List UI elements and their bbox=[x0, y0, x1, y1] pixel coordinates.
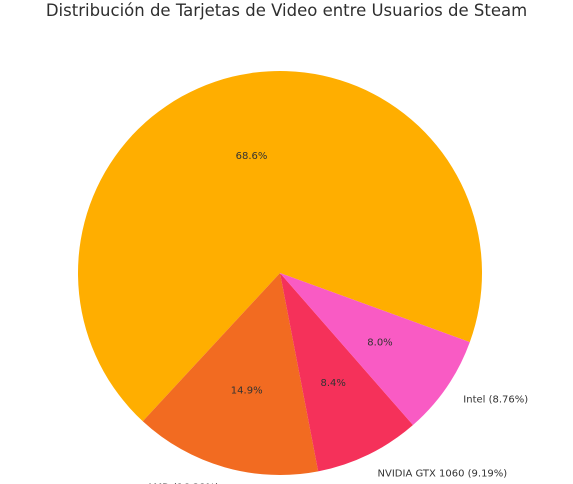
slice-percent-label: 68.6% bbox=[236, 151, 268, 162]
slice-category-label: Intel (8.76%) bbox=[463, 395, 528, 406]
slice-category-label: NVIDIA GTX 1060 (9.19%) bbox=[378, 469, 508, 480]
pie-slice-unlabeled bbox=[78, 70, 483, 422]
chart-title: Distribución de Tarjetas de Video entre … bbox=[45, 1, 528, 20]
pie-slice-nvidia-gtx-1060 bbox=[280, 273, 413, 472]
pie-slice-amd bbox=[142, 273, 319, 475]
slice-percent-label: 8.0% bbox=[367, 337, 392, 348]
slice-percent-label: 14.9% bbox=[231, 386, 263, 397]
slice-category-label: AMD (16.28%) bbox=[147, 483, 219, 484]
pie-slice-intel bbox=[280, 273, 470, 426]
slice-percent-label: 8.4% bbox=[320, 378, 345, 389]
